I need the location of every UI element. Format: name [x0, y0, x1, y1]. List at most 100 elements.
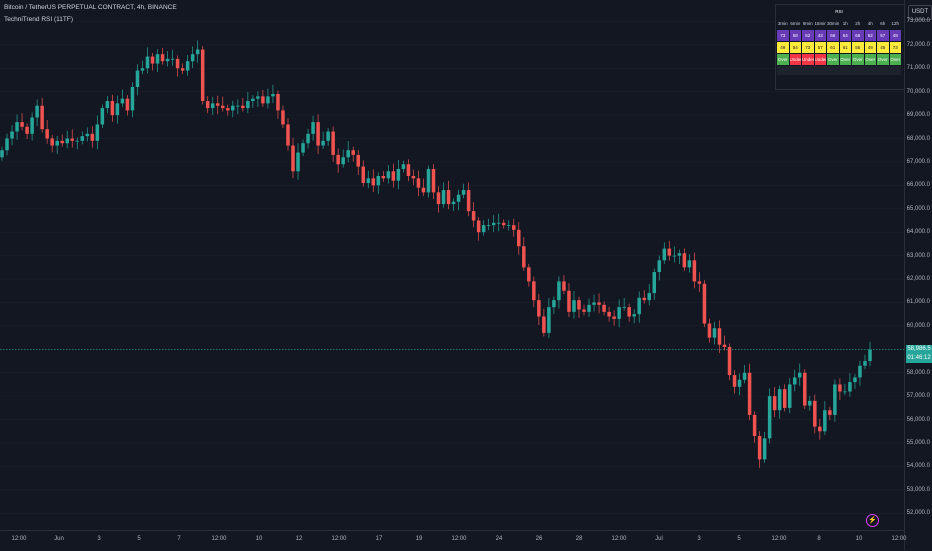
candle-up [165, 58, 170, 62]
time-tick-label: 28 [575, 536, 583, 542]
candle-up [155, 54, 160, 64]
candle-up [401, 164, 406, 169]
candle-up [592, 302, 596, 305]
candle-down [45, 129, 49, 139]
candle-down [537, 300, 541, 317]
candle-up [456, 194, 461, 202]
candle-down [215, 103, 220, 106]
candle-down [717, 328, 722, 345]
time-tick-label: 5 [137, 536, 141, 542]
tradingview-logo-icon[interactable]: ⚡ [866, 514, 879, 527]
symbol-title[interactable]: Bitcoin / TetherUS PERPETUAL CONTRACT, 4… [4, 4, 177, 11]
price-tick-label: 56,000.0 [906, 416, 930, 423]
price-tick-label: 55,000.0 [906, 440, 930, 447]
candle-down [471, 211, 476, 221]
time-axis[interactable]: 12:00 Jun 3 5 7 12:00 10 12 12:00 17 19 12:00 24 26 28… [0, 530, 907, 551]
candle-up [863, 361, 867, 366]
candle-down [727, 346, 732, 376]
candle-up [75, 140, 80, 142]
candle-up [426, 168, 431, 193]
candle-up [632, 314, 636, 317]
candle-down [416, 178, 421, 188]
candle-up [491, 222, 496, 226]
candle-down [607, 311, 611, 317]
candle-up [647, 293, 651, 301]
candle-down [276, 94, 280, 111]
timeframe-label: 6h [876, 17, 890, 30]
candlestick-chart[interactable] [0, 0, 904, 530]
candle-up [301, 143, 305, 153]
candle-up [326, 131, 330, 141]
candle-down [757, 435, 762, 460]
price-tick-label: 73,000.0 [906, 18, 930, 25]
rsi-state-cell: Over [776, 53, 790, 66]
candle-down [200, 49, 205, 102]
candle-up [140, 68, 145, 71]
timeframe-label: 6min [788, 17, 802, 30]
candle-down [411, 175, 416, 179]
candle-up [170, 58, 175, 60]
candle-up [687, 260, 692, 268]
rsi-state-cell: Over [826, 53, 840, 66]
candle-up [652, 272, 657, 294]
candle-down [421, 187, 426, 193]
candle-up [231, 105, 235, 111]
rsi-value-cell: 66 [851, 29, 865, 42]
candle-down [627, 307, 631, 317]
candle-down [281, 110, 285, 125]
rsi-state-cell: Under [788, 53, 802, 66]
candle-up [115, 103, 120, 116]
candle-up [236, 105, 240, 107]
candle-up [737, 379, 742, 387]
time-tick-label: 10 [255, 536, 263, 542]
candle-up [547, 307, 551, 333]
time-tick-label: 26 [535, 536, 543, 542]
candle-down [697, 281, 702, 284]
candle-down [532, 281, 536, 301]
rsi-secondary-cell: 73 [888, 41, 902, 54]
candle-up [712, 328, 717, 338]
candle-down [517, 229, 521, 247]
timeframe-label: 3min [776, 17, 790, 30]
price-tick-label: 65,000.0 [906, 205, 930, 212]
price-tick-label: 53,000.0 [906, 486, 930, 493]
candle-up [767, 396, 772, 439]
candle-down [813, 400, 817, 427]
rsi-secondary-cell: 55 [851, 41, 865, 54]
rsi-secondary-cell: 73 [801, 41, 815, 54]
candle-down [160, 54, 165, 62]
candle-up [135, 70, 140, 87]
price-tick-label: 70,000.0 [906, 88, 930, 95]
candle-up [808, 400, 812, 406]
time-tick-label: 12:00 [451, 536, 467, 542]
candle-up [637, 297, 641, 315]
candle-down [336, 154, 340, 165]
rsi-state-cell: Over [876, 53, 890, 66]
candle-up [672, 255, 677, 257]
candle-down [431, 168, 436, 193]
bar-countdown: 01:46:12 [907, 354, 931, 361]
candle-down [562, 281, 566, 291]
candle-down [828, 410, 832, 415]
candle-down [110, 101, 115, 116]
candle-down [527, 267, 531, 282]
rsi-value-cell: 62 [863, 29, 877, 42]
candle-up [145, 56, 150, 69]
candle-up [30, 117, 34, 134]
candle-down [90, 133, 95, 141]
candle-up [296, 152, 300, 172]
candle-down [125, 98, 130, 111]
candle-up [833, 384, 837, 415]
timeframe-label: 2h [851, 17, 865, 30]
indicator-title[interactable]: TechniTrend RSI (11TF) [4, 16, 73, 23]
price-tick-label: 61,000.0 [906, 299, 930, 306]
candle-up [95, 124, 100, 141]
candle-up [481, 225, 486, 233]
candle-down [512, 225, 516, 230]
timeframe-label: 12h [888, 17, 902, 30]
price-tick-label: 58,000.0 [906, 369, 930, 376]
candle-down [692, 260, 697, 282]
price-axis[interactable]: USDT 73,000.0 72,000.0 71,000.0 70,000.0 69,… [904, 0, 932, 550]
price-tick-label: 52,000.0 [906, 510, 930, 517]
rsi-secondary-cell: 45 [876, 41, 890, 54]
